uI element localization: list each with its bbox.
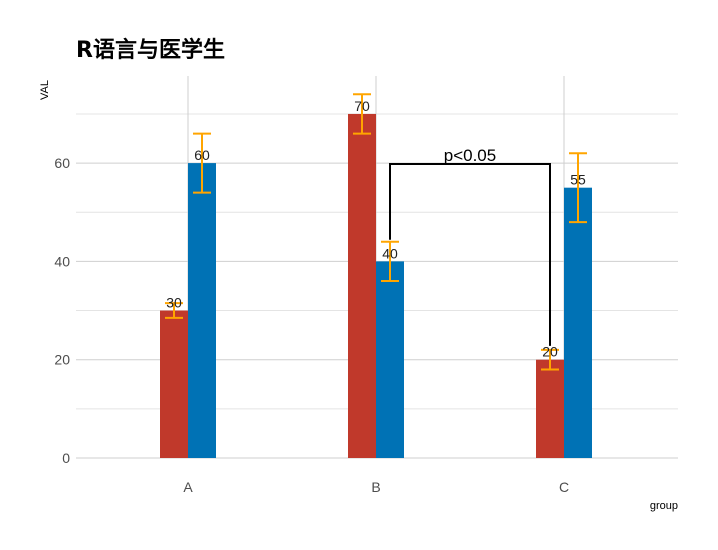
bar-c-series-2 xyxy=(564,187,592,459)
x-tick-label: B xyxy=(371,479,380,495)
data-label: 20 xyxy=(542,344,558,360)
bar-a-series-1 xyxy=(160,310,188,458)
error-bar xyxy=(165,302,183,319)
data-label: 60 xyxy=(194,147,210,163)
y-tick-label: 20 xyxy=(54,352,70,368)
significance-bracket xyxy=(389,163,551,346)
bar-a-series-2 xyxy=(188,163,216,458)
x-tick-label: A xyxy=(183,479,193,495)
data-labels: 30 70 20 60 40 55 xyxy=(166,98,586,360)
x-axis-title: group xyxy=(650,500,678,512)
data-label: 55 xyxy=(570,172,586,188)
significance-annotation: p<0.05 xyxy=(389,146,551,346)
axis-ticks: 0 20 40 60 A B C xyxy=(54,155,569,495)
error-bar xyxy=(381,240,399,283)
bars xyxy=(160,113,592,459)
error-bar xyxy=(353,93,371,135)
bar-c-series-1 xyxy=(536,359,564,458)
data-label: 40 xyxy=(382,245,398,261)
y-tick-label: 0 xyxy=(62,450,70,466)
y-tick-label: 40 xyxy=(54,253,70,269)
chart-title: R语言与医学生 xyxy=(76,37,225,63)
bar-b-series-2 xyxy=(376,261,404,458)
y-axis-title: VAL xyxy=(39,80,51,100)
error-bar xyxy=(193,132,211,194)
y-tick-label: 60 xyxy=(54,155,70,171)
x-tick-label: C xyxy=(559,479,569,495)
bar-b-series-1 xyxy=(348,113,376,458)
data-label: 70 xyxy=(354,98,370,114)
error-bars xyxy=(165,93,587,371)
significance-label: p<0.05 xyxy=(444,146,496,165)
error-bar xyxy=(541,348,559,371)
error-bar xyxy=(569,152,587,224)
data-label: 30 xyxy=(166,295,182,311)
